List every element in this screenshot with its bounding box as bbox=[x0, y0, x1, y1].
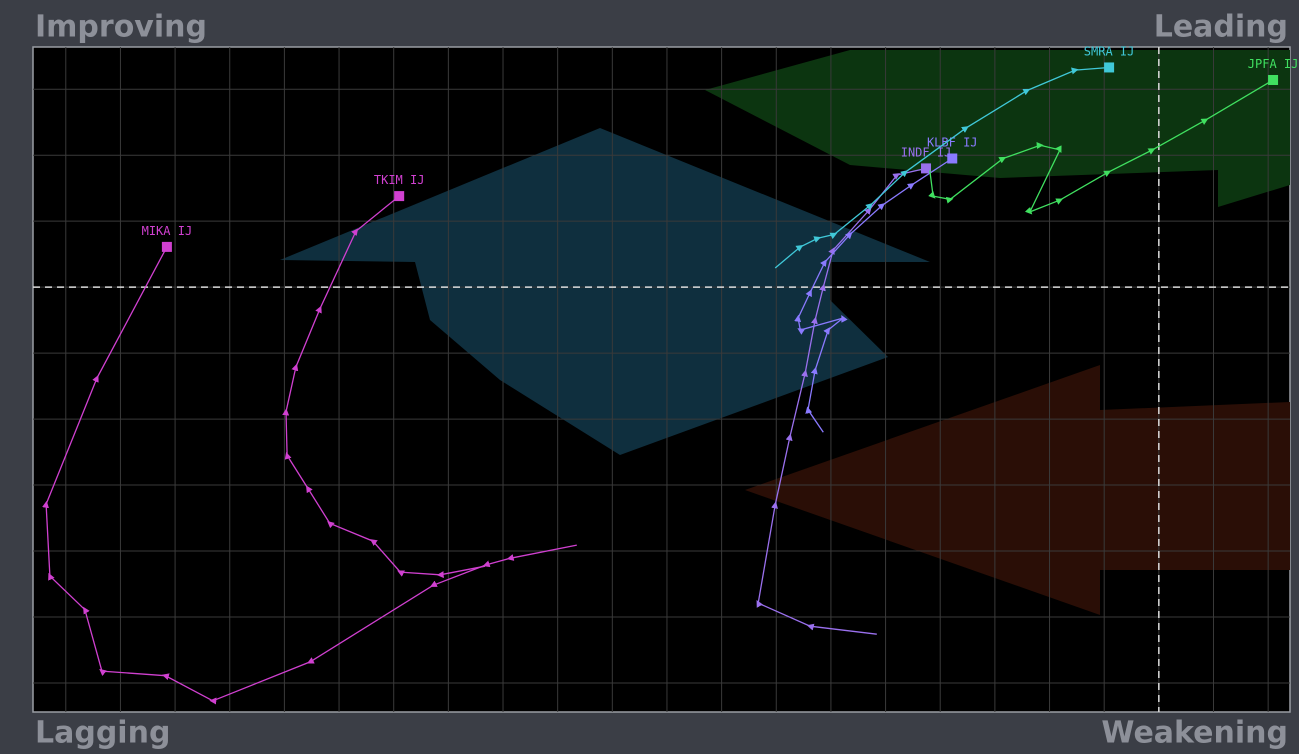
head-marker bbox=[161, 241, 172, 252]
head-marker bbox=[1104, 62, 1115, 73]
quadrant-label: Leading bbox=[1154, 10, 1288, 45]
quadrant-label: Improving bbox=[35, 10, 207, 45]
series-label: TKIM IJ bbox=[374, 173, 425, 187]
series-label: JPFA IJ bbox=[1248, 57, 1299, 71]
series-label: SMRA IJ bbox=[1084, 44, 1135, 58]
quadrant-label: Lagging bbox=[35, 716, 170, 751]
trail bbox=[928, 79, 1274, 215]
series-label: MIKA IJ bbox=[142, 224, 193, 238]
weakening-arrow bbox=[745, 365, 1290, 615]
trail bbox=[774, 66, 1110, 269]
trail bbox=[42, 246, 577, 705]
quadrant-label: Weakening bbox=[1101, 716, 1288, 751]
head-marker bbox=[394, 191, 405, 202]
head-marker bbox=[1268, 74, 1279, 85]
trail bbox=[282, 195, 486, 579]
head-marker bbox=[947, 153, 958, 164]
